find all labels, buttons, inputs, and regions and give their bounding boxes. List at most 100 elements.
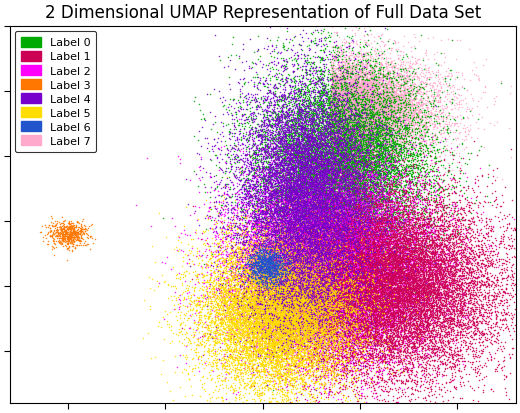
Point	[413, 165, 422, 171]
Point	[486, 408, 495, 413]
Point	[328, 329, 336, 335]
Point	[450, 147, 459, 154]
Point	[338, 225, 346, 232]
Point	[274, 151, 282, 158]
Point	[318, 237, 327, 243]
Point	[296, 131, 304, 138]
Point	[285, 356, 294, 362]
Point	[393, 262, 401, 269]
Point	[358, 183, 367, 190]
Point	[485, 310, 493, 316]
Point	[401, 280, 409, 287]
Point	[411, 322, 420, 329]
Point	[341, 108, 349, 114]
Point	[300, 322, 308, 328]
Point	[352, 206, 360, 213]
Point	[399, 131, 407, 137]
Point	[344, 112, 353, 119]
Point	[376, 92, 385, 98]
Point	[317, 191, 325, 197]
Point	[423, 104, 432, 111]
Point	[252, 170, 260, 177]
Point	[406, 329, 414, 335]
Point	[345, 322, 354, 328]
Point	[292, 133, 301, 139]
Point	[286, 327, 294, 334]
Point	[336, 107, 345, 114]
Point	[322, 301, 331, 308]
Point	[338, 236, 346, 242]
Point	[315, 241, 323, 247]
Point	[283, 123, 291, 129]
Point	[281, 63, 290, 70]
Point	[413, 296, 421, 302]
Point	[354, 271, 362, 277]
Point	[465, 156, 473, 163]
Point	[432, 240, 440, 247]
Point	[261, 249, 269, 255]
Point	[360, 90, 369, 97]
Point	[266, 171, 274, 177]
Point	[366, 213, 374, 219]
Point	[271, 255, 279, 262]
Point	[268, 317, 277, 324]
Point	[403, 118, 411, 124]
Point	[336, 259, 345, 266]
Point	[300, 315, 308, 321]
Point	[340, 282, 348, 289]
Point	[293, 271, 302, 278]
Point	[497, 286, 505, 293]
Point	[332, 323, 341, 329]
Point	[351, 88, 359, 95]
Point	[269, 221, 278, 228]
Point	[355, 126, 363, 132]
Point	[417, 263, 425, 270]
Point	[308, 232, 317, 239]
Point	[280, 151, 289, 158]
Point	[356, 108, 365, 114]
Point	[368, 136, 376, 142]
Point	[332, 119, 341, 126]
Point	[328, 325, 336, 332]
Point	[251, 301, 259, 308]
Point	[272, 325, 280, 331]
Point	[317, 249, 326, 256]
Point	[379, 105, 387, 112]
Point	[412, 324, 421, 331]
Point	[300, 151, 308, 158]
Point	[259, 118, 268, 124]
Point	[351, 99, 359, 105]
Point	[375, 101, 384, 108]
Point	[278, 212, 286, 218]
Point	[343, 98, 352, 105]
Point	[247, 288, 255, 295]
Point	[225, 303, 233, 310]
Point	[231, 191, 239, 198]
Point	[334, 139, 343, 145]
Point	[319, 280, 328, 286]
Point	[443, 349, 451, 356]
Point	[421, 65, 429, 72]
Point	[348, 244, 356, 251]
Point	[254, 229, 262, 235]
Point	[331, 123, 339, 130]
Point	[329, 104, 337, 111]
Point	[378, 375, 386, 381]
Point	[283, 305, 291, 311]
Point	[297, 198, 305, 205]
Point	[370, 125, 379, 131]
Point	[340, 317, 348, 324]
Point	[403, 285, 411, 291]
Point	[298, 196, 307, 203]
Point	[333, 112, 341, 118]
Point	[255, 266, 264, 272]
Point	[249, 260, 257, 266]
Point	[340, 147, 348, 154]
Point	[335, 108, 344, 115]
Point	[276, 289, 284, 295]
Point	[430, 120, 438, 126]
Point	[413, 298, 421, 304]
Point	[379, 103, 387, 109]
Point	[290, 377, 298, 384]
Point	[378, 281, 386, 288]
